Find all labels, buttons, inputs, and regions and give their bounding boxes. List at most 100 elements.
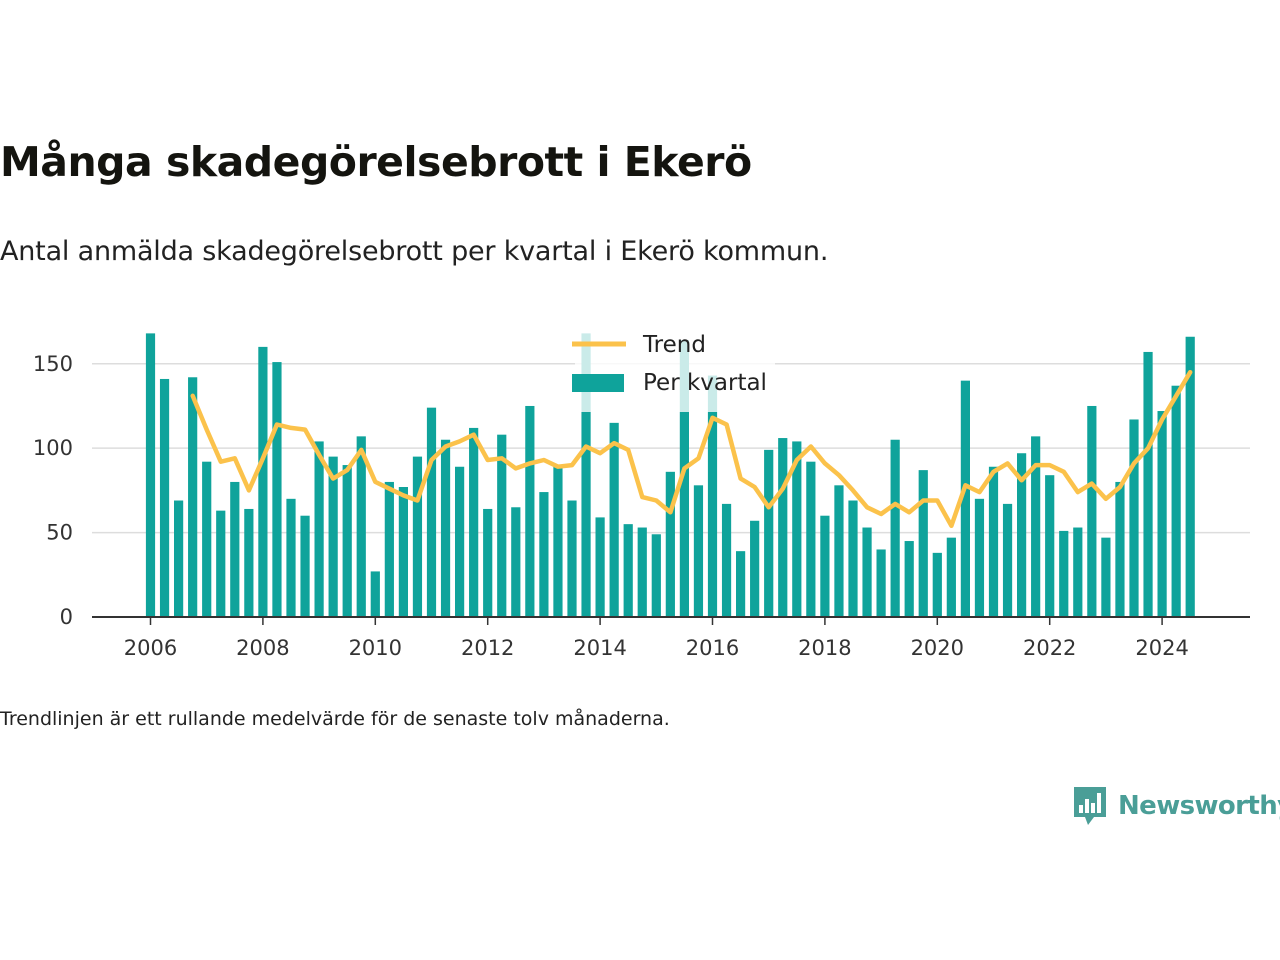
bar-2016-Q4 — [750, 520, 760, 617]
bar-2022-Q4 — [1087, 405, 1097, 617]
bar-2007-Q1 — [202, 461, 212, 617]
bar-2015-Q1 — [651, 534, 661, 617]
bar-2020-Q2 — [946, 537, 956, 617]
bar-2010-Q2 — [384, 481, 394, 617]
bar-2009-Q4 — [356, 436, 366, 617]
bar-2010-Q4 — [412, 456, 423, 617]
bar-2007-Q4 — [244, 508, 254, 617]
bar-2007-Q3 — [230, 481, 240, 617]
bar-2012-Q1 — [483, 508, 493, 617]
bar-2023-Q3 — [1129, 419, 1139, 617]
y-tick-label: 50 — [46, 521, 73, 545]
bar-2018-Q1 — [820, 515, 830, 617]
bar-2024-Q1 — [1157, 411, 1167, 617]
bar-2015-Q4 — [693, 485, 704, 617]
x-tick-label: 2022 — [1023, 636, 1076, 660]
bar-2011-Q4 — [469, 427, 479, 617]
bar-2011-Q1 — [426, 407, 437, 617]
bar-2018-Q2 — [834, 485, 844, 617]
bar-2016-Q3 — [736, 551, 746, 617]
bar-2016-Q2 — [721, 503, 732, 617]
bar-2024-Q3 — [1185, 336, 1195, 617]
x-tick-label: 2008 — [236, 636, 289, 660]
bar-2015-Q3 — [679, 340, 689, 617]
bar-2017-Q2 — [778, 438, 788, 617]
bar-2020-Q4 — [974, 498, 985, 617]
x-tick-label: 2012 — [461, 636, 514, 660]
bar-2017-Q1 — [764, 449, 774, 617]
trend-line-path — [190, 369, 1193, 529]
bar-2019-Q2 — [890, 439, 900, 617]
bar-2022-Q1 — [1045, 475, 1055, 617]
brand-name: Newsworthy — [1118, 791, 1280, 821]
bar-2023-Q1 — [1101, 537, 1111, 617]
bar-2019-Q1 — [876, 549, 886, 617]
bars — [145, 333, 1195, 617]
legend-label-per-kvartal: Per kvartal — [643, 370, 767, 396]
y-tick-label: 0 — [60, 605, 73, 629]
x-tick-label: 2016 — [686, 636, 739, 660]
bar-2006-Q2 — [159, 378, 170, 617]
chart-title: Många skadegörelsebrott i Ekerö — [0, 138, 752, 186]
bar-2007-Q2 — [216, 510, 226, 617]
trend-line — [190, 369, 1193, 529]
bar-2006-Q3 — [174, 500, 184, 617]
bar-2023-Q4 — [1143, 351, 1153, 617]
bar-2014-Q1 — [595, 517, 605, 617]
bar-2012-Q2 — [497, 434, 507, 617]
bar-2015-Q2 — [665, 471, 675, 617]
x-tick-label: 2006 — [124, 636, 177, 660]
bar-2013-Q3 — [567, 500, 577, 617]
bar-2013-Q1 — [539, 492, 549, 617]
bar-2008-Q4 — [300, 515, 310, 617]
x-tick-label: 2014 — [573, 636, 626, 660]
bar-2011-Q3 — [455, 466, 465, 617]
bar-2017-Q3 — [792, 441, 802, 617]
bar-2013-Q2 — [553, 465, 563, 617]
bar-2018-Q3 — [848, 500, 858, 617]
bar-2024-Q2 — [1171, 385, 1181, 617]
bar-2012-Q3 — [511, 507, 521, 617]
x-tick-label: 2024 — [1135, 636, 1188, 660]
bar-2013-Q4 — [581, 333, 591, 617]
legend-label-trend: Trend — [642, 332, 706, 358]
x-tick-label: 2018 — [798, 636, 851, 660]
bar-2019-Q3 — [904, 541, 914, 617]
bar-line-chart: 0 50 100 150 2006 2008 2010 2012 2014 2016 2018 202… — [33, 332, 1250, 660]
bar-2022-Q2 — [1059, 530, 1069, 617]
bar-2017-Q4 — [806, 461, 816, 617]
newsworthy-logo-icon — [1074, 787, 1106, 825]
bar-2020-Q1 — [932, 552, 942, 617]
legend: Trend Per kvartal — [572, 332, 775, 412]
bar-2008-Q1 — [258, 346, 268, 617]
bar-2011-Q2 — [440, 439, 451, 617]
bar-2010-Q3 — [398, 487, 408, 617]
brand-logo: Newsworthy — [1072, 784, 1280, 828]
bar-2021-Q1 — [988, 466, 999, 617]
bar-2008-Q2 — [272, 362, 282, 617]
footnote: Trendlinjen är ett rullande medelvärde f… — [0, 708, 670, 730]
bar-2006-Q4 — [188, 377, 198, 617]
bar-2009-Q1 — [314, 441, 324, 617]
bar-2014-Q2 — [609, 422, 619, 617]
bar-2014-Q3 — [623, 524, 633, 617]
bar-2009-Q2 — [328, 456, 338, 617]
x-tick-label: 2020 — [911, 636, 964, 660]
bar-2019-Q4 — [918, 470, 928, 617]
y-tick-label: 100 — [33, 436, 73, 460]
bar-2012-Q4 — [525, 405, 535, 617]
axes: 0 50 100 150 2006 2008 2010 2012 2014 2016 2018 202… — [33, 352, 1250, 660]
bar-2021-Q2 — [1002, 503, 1013, 617]
bar-2006-Q1 — [145, 333, 156, 617]
bar-2021-Q3 — [1017, 453, 1027, 617]
bar-2023-Q2 — [1115, 481, 1125, 617]
bar-2016-Q1 — [707, 375, 718, 617]
y-tick-label: 150 — [33, 352, 73, 376]
bar-2010-Q1 — [370, 571, 380, 617]
legend-swatch-per-kvartal — [572, 374, 624, 392]
bar-2008-Q3 — [286, 498, 296, 617]
bar-2022-Q3 — [1073, 527, 1083, 617]
bar-2014-Q4 — [637, 527, 647, 617]
bar-2018-Q4 — [862, 527, 872, 617]
x-tick-label: 2010 — [349, 636, 402, 660]
